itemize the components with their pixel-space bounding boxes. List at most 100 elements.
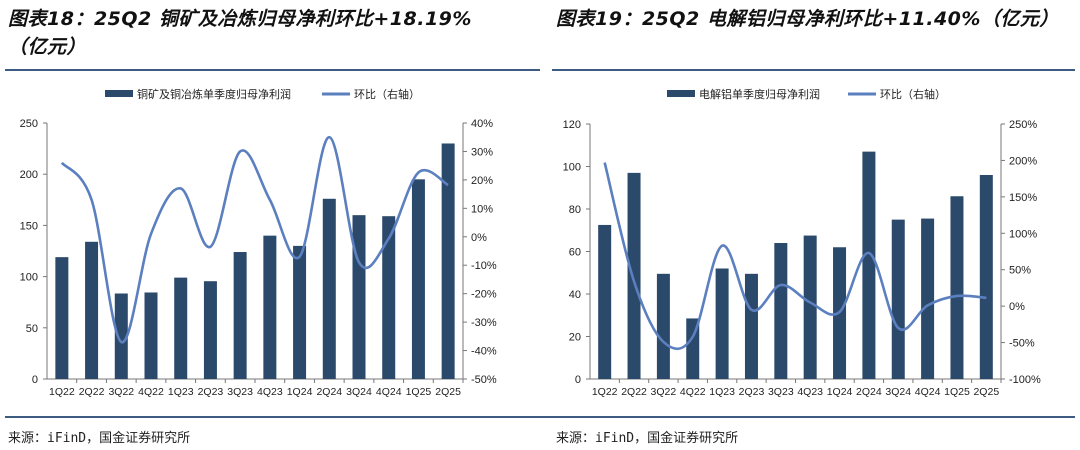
- right-tick-label: 250%: [1009, 119, 1037, 131]
- x-tick-label: 2Q25: [973, 386, 999, 398]
- x-tick-label: 2Q24: [856, 386, 882, 398]
- bar: [144, 292, 158, 379]
- bar: [715, 268, 729, 379]
- x-tick-label: 4Q24: [376, 386, 402, 398]
- legend-bar-label: 铜矿及铜冶炼单季度归母净利润: [137, 87, 291, 101]
- bar: [921, 218, 935, 379]
- bar: [803, 235, 817, 379]
- chart2-title: 图表19：25Q2 电解铝归母净利环比+11.40%（亿元）: [556, 8, 1059, 30]
- left-tick-label: 20: [569, 332, 581, 344]
- chart1-source: 来源：iFinD，国金证券研究所: [8, 431, 191, 446]
- left-tick-label: 250: [20, 118, 38, 130]
- footer-divider: [5, 416, 1075, 418]
- title-divider-left: [5, 69, 540, 71]
- legend-line-label: 环比（右轴）: [880, 87, 946, 101]
- bar: [114, 293, 128, 379]
- right-tick-label: 30%: [471, 146, 493, 158]
- left-tick-label: 60: [569, 247, 581, 259]
- legend-bar-swatch: [105, 90, 133, 97]
- left-tick-label: 0: [32, 374, 38, 386]
- x-tick-label: 1Q23: [709, 386, 735, 398]
- x-tick-label: 3Q23: [768, 386, 794, 398]
- x-tick-label: 2Q25: [435, 386, 461, 398]
- bar: [263, 235, 277, 379]
- x-tick-label: 2Q23: [739, 386, 765, 398]
- right-tick-label: 100%: [1009, 228, 1037, 240]
- right-tick-label: -100%: [1009, 374, 1041, 386]
- bar: [774, 243, 788, 379]
- title-divider-right: [552, 69, 1075, 71]
- right-tick-label: -10%: [471, 260, 497, 272]
- bar: [382, 216, 396, 379]
- right-tick-label: -40%: [471, 346, 497, 358]
- right-tick-label: 50%: [1009, 265, 1031, 277]
- bar: [744, 273, 758, 379]
- left-tick-label: 150: [20, 220, 38, 232]
- qoq-line: [603, 162, 987, 351]
- bar: [352, 215, 366, 379]
- x-tick-label: 4Q24: [915, 386, 941, 398]
- bar: [411, 179, 425, 379]
- bar: [441, 143, 455, 379]
- bar: [85, 241, 99, 379]
- x-tick-label: 2Q22: [79, 386, 105, 398]
- right-tick-label: -20%: [471, 289, 497, 301]
- bar: [862, 151, 876, 379]
- left-tick-label: 80: [569, 204, 581, 216]
- bar: [891, 219, 905, 379]
- right-tick-label: 10%: [471, 203, 493, 215]
- chart1-title: 图表18：25Q2 铜矿及冶炼归母净利环比+18.19%（亿元）: [8, 8, 472, 58]
- qoq-line: [60, 135, 449, 344]
- left-tick-label: 50: [26, 323, 38, 335]
- legend-bar-label: 电解铝单季度归母净利润: [699, 87, 820, 101]
- x-tick-label: 2Q23: [198, 386, 224, 398]
- bar: [174, 277, 188, 379]
- bar: [979, 175, 993, 379]
- bar: [293, 245, 307, 379]
- right-tick-label: -30%: [471, 317, 497, 329]
- x-tick-label: 4Q23: [797, 386, 823, 398]
- x-tick-label: 4Q22: [680, 386, 706, 398]
- legend-line-label: 环比（右轴）: [354, 87, 420, 101]
- bar: [322, 198, 336, 379]
- chart1-copper: 铜矿及铜冶炼单季度归母净利润 环比（右轴） 0 50 100 150 200 250 -50% -…: [20, 87, 497, 398]
- x-tick-label: 3Q24: [346, 386, 372, 398]
- bar: [627, 172, 641, 379]
- x-tick-label: 1Q25: [944, 386, 970, 398]
- x-tick-label: 1Q24: [287, 386, 313, 398]
- left-tick-label: 0: [575, 374, 581, 386]
- x-tick-label: 3Q24: [885, 386, 911, 398]
- right-tick-label: 150%: [1009, 192, 1037, 204]
- x-tick-label: 2Q22: [621, 386, 647, 398]
- bar: [686, 318, 700, 379]
- left-tick-label: 40: [569, 289, 581, 301]
- right-tick-label: 200%: [1009, 155, 1037, 167]
- x-tick-label: 2Q24: [316, 386, 342, 398]
- x-tick-label: 1Q24: [827, 386, 853, 398]
- left-tick-label: 200: [20, 169, 38, 181]
- x-tick-label: 1Q23: [168, 386, 194, 398]
- right-tick-label: -50%: [471, 374, 497, 386]
- x-tick-label: 1Q22: [592, 386, 618, 398]
- x-tick-label: 1Q22: [49, 386, 75, 398]
- right-tick-label: 40%: [471, 118, 493, 130]
- right-tick-label: 20%: [471, 175, 493, 187]
- bar: [950, 196, 964, 379]
- bar: [656, 273, 670, 379]
- x-tick-label: 4Q23: [257, 386, 283, 398]
- right-tick-label: 0%: [471, 232, 487, 244]
- left-tick-label: 120: [563, 119, 581, 131]
- x-tick-label: 3Q23: [227, 386, 253, 398]
- chart2-source: 来源：iFinD，国金证券研究所: [556, 431, 739, 446]
- legend-bar-swatch: [667, 90, 695, 97]
- bar: [598, 224, 612, 379]
- right-tick-label: -50%: [1009, 338, 1035, 350]
- x-tick-label: 3Q22: [108, 386, 134, 398]
- x-tick-label: 1Q25: [406, 386, 432, 398]
- left-tick-label: 100: [563, 162, 581, 174]
- bar: [233, 252, 247, 379]
- right-tick-label: 0%: [1009, 301, 1025, 313]
- bar: [203, 281, 217, 379]
- chart2-aluminum: 电解铝单季度归母净利润 环比（右轴） 0 20 40 60 80 100 120 -100% -50…: [563, 87, 1041, 398]
- x-tick-label: 4Q22: [138, 386, 164, 398]
